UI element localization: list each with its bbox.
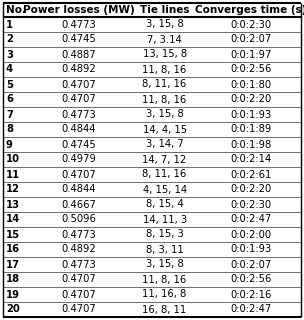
Text: 9: 9	[6, 140, 13, 149]
Text: 11, 8, 16: 11, 8, 16	[143, 94, 187, 105]
Text: 16, 8, 11: 16, 8, 11	[143, 305, 187, 315]
Text: 14, 11, 3: 14, 11, 3	[143, 214, 187, 225]
Text: 0:0:1:80: 0:0:1:80	[230, 79, 271, 90]
Text: Converges time (s): Converges time (s)	[195, 5, 304, 15]
Text: 0:0:2:61: 0:0:2:61	[230, 170, 271, 180]
Text: 0:0:1:93: 0:0:1:93	[230, 109, 271, 119]
Text: 0.4844: 0.4844	[61, 124, 96, 134]
Text: 0.4707: 0.4707	[61, 290, 96, 300]
Text: 0:0:2:56: 0:0:2:56	[230, 65, 271, 75]
Text: Tie lines: Tie lines	[140, 5, 189, 15]
Text: 11, 16, 8: 11, 16, 8	[143, 290, 187, 300]
Text: 0:0:1:97: 0:0:1:97	[230, 50, 271, 60]
Text: No.: No.	[6, 5, 26, 15]
Text: 0.4707: 0.4707	[61, 94, 96, 105]
Text: 5: 5	[6, 79, 13, 90]
Text: 17: 17	[6, 260, 20, 269]
Text: 10: 10	[6, 155, 20, 164]
Text: 0:0:2:07: 0:0:2:07	[230, 35, 271, 44]
Text: 7, 3.14: 7, 3.14	[147, 35, 182, 44]
Text: 0:0:2:30: 0:0:2:30	[230, 199, 271, 210]
Text: 13, 15, 8: 13, 15, 8	[143, 50, 187, 60]
Text: 0:0:2:30: 0:0:2:30	[230, 20, 271, 29]
Text: 0.4892: 0.4892	[61, 65, 96, 75]
Text: 12: 12	[6, 185, 20, 195]
Text: 0:0:2:16: 0:0:2:16	[230, 290, 271, 300]
Text: 8: 8	[6, 124, 13, 134]
Text: 0:0:2:14: 0:0:2:14	[230, 155, 271, 164]
Text: 7: 7	[6, 109, 13, 119]
Text: 0.4707: 0.4707	[61, 305, 96, 315]
Text: 20: 20	[6, 305, 20, 315]
Text: 8, 15, 4: 8, 15, 4	[146, 199, 183, 210]
Text: 8, 3, 11: 8, 3, 11	[146, 244, 183, 254]
Text: 0:0:1:93: 0:0:1:93	[230, 244, 271, 254]
Text: 4, 15, 14: 4, 15, 14	[143, 185, 187, 195]
Text: 0.4707: 0.4707	[61, 170, 96, 180]
Text: 0.4773: 0.4773	[61, 109, 96, 119]
Text: 3, 14, 7: 3, 14, 7	[146, 140, 183, 149]
Text: 3, 15, 8: 3, 15, 8	[146, 260, 183, 269]
Text: 1: 1	[6, 20, 13, 29]
Text: 0.5096: 0.5096	[61, 214, 96, 225]
Text: 18: 18	[6, 275, 20, 284]
Text: 8, 11, 16: 8, 11, 16	[143, 79, 187, 90]
Text: 3, 15, 8: 3, 15, 8	[146, 109, 183, 119]
Text: 0.4844: 0.4844	[61, 185, 96, 195]
Text: 0.4707: 0.4707	[61, 275, 96, 284]
Text: 15: 15	[6, 229, 20, 239]
Text: 0.4773: 0.4773	[61, 20, 96, 29]
Text: 0:0:2:00: 0:0:2:00	[230, 229, 271, 239]
Text: 0.4667: 0.4667	[61, 199, 96, 210]
Text: 0.4892: 0.4892	[61, 244, 96, 254]
Text: 11: 11	[6, 170, 20, 180]
Text: 14, 7, 12: 14, 7, 12	[143, 155, 187, 164]
Text: 3: 3	[6, 50, 13, 60]
Text: 4: 4	[6, 65, 13, 75]
Text: 0:0:2:47: 0:0:2:47	[230, 305, 271, 315]
Text: 0:0:2:20: 0:0:2:20	[230, 94, 271, 105]
Text: 8, 15, 3: 8, 15, 3	[146, 229, 183, 239]
Text: 0.4707: 0.4707	[61, 79, 96, 90]
Text: 0.4979: 0.4979	[61, 155, 96, 164]
Text: 0:0:1:89: 0:0:1:89	[230, 124, 271, 134]
Text: 13: 13	[6, 199, 20, 210]
Text: 0.4887: 0.4887	[61, 50, 96, 60]
Text: 11, 8, 16: 11, 8, 16	[143, 275, 187, 284]
Text: 16: 16	[6, 244, 20, 254]
Text: 0.4745: 0.4745	[61, 35, 96, 44]
Text: 0:0:2:56: 0:0:2:56	[230, 275, 271, 284]
Text: 14: 14	[6, 214, 20, 225]
Text: 8, 11, 16: 8, 11, 16	[143, 170, 187, 180]
Text: Power losses (MW): Power losses (MW)	[22, 5, 134, 15]
Text: 0.4745: 0.4745	[61, 140, 96, 149]
Text: 0.4773: 0.4773	[61, 260, 96, 269]
Text: 3, 15, 8: 3, 15, 8	[146, 20, 183, 29]
Text: 6: 6	[6, 94, 13, 105]
Text: 19: 19	[6, 290, 20, 300]
Text: 0:0:2:20: 0:0:2:20	[230, 185, 271, 195]
Text: 0:0:1:98: 0:0:1:98	[230, 140, 271, 149]
Text: 14, 4, 15: 14, 4, 15	[143, 124, 187, 134]
Text: 0:0:2:07: 0:0:2:07	[230, 260, 271, 269]
Text: 0.4773: 0.4773	[61, 229, 96, 239]
Text: 0:0:2:47: 0:0:2:47	[230, 214, 271, 225]
Text: 11, 8, 16: 11, 8, 16	[143, 65, 187, 75]
Text: 2: 2	[6, 35, 13, 44]
